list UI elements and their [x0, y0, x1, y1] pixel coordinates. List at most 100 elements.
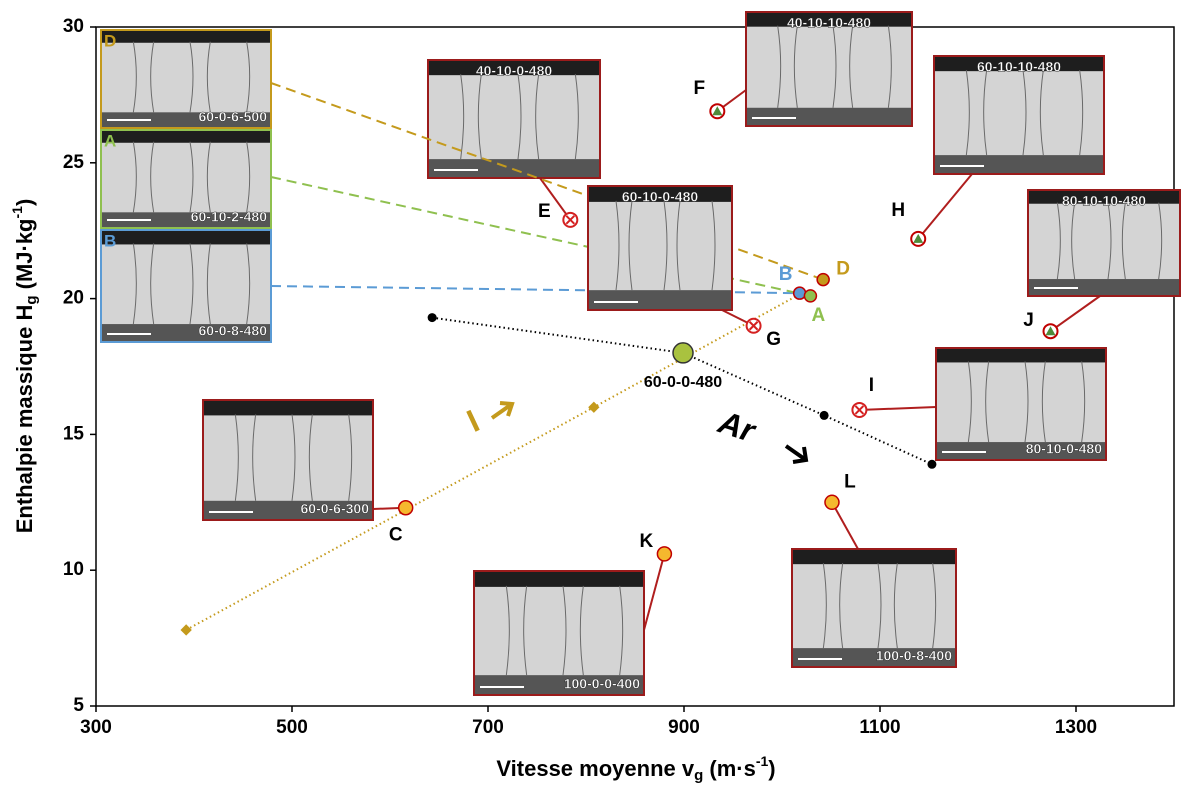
inset-label: 100-0-0-400: [564, 676, 640, 692]
point-symbol: [1045, 326, 1056, 336]
trend-point: [927, 459, 937, 469]
micrograph-top: [102, 131, 270, 143]
micrograph-crack: [150, 243, 155, 325]
y-axis-title: Enthalpie massique Hg (MJ·kg-1): [9, 199, 40, 534]
increase-arrow: [490, 401, 515, 420]
micrograph-crack: [1158, 202, 1163, 280]
point-label: D: [836, 259, 850, 280]
point: [397, 499, 414, 516]
point: [803, 289, 818, 303]
point-label: I: [869, 375, 874, 396]
point-label: J: [1023, 310, 1034, 331]
point-label: F: [694, 78, 706, 99]
inset-label: 80-10-0-480: [1026, 441, 1102, 457]
micrograph-crack: [132, 243, 137, 325]
micrograph-substrate: [935, 155, 1103, 173]
point-label: A: [812, 305, 826, 326]
micrograph-substrate: [589, 290, 731, 309]
micrograph-crack: [1071, 202, 1076, 280]
micrograph-crack: [517, 74, 522, 160]
micrograph-crack: [252, 414, 257, 501]
inset-label: 60-10-0-480: [622, 189, 698, 205]
micrograph-crack: [1107, 202, 1112, 280]
y-tick-label: 25: [63, 152, 85, 173]
leader-line: [1049, 295, 1101, 333]
micrograph-crack: [477, 74, 482, 160]
micrograph-crack: [777, 25, 782, 108]
point-symbol: [854, 405, 865, 415]
point: [672, 342, 694, 364]
micrograph-crack: [793, 25, 798, 108]
micrograph: [745, 11, 913, 127]
x-tick-label: 1100: [859, 717, 900, 738]
micrograph-crack: [1079, 70, 1084, 156]
micrograph-crack: [348, 414, 353, 501]
micrograph-top: [1029, 191, 1179, 204]
y-title-sub: g: [23, 295, 40, 304]
series-annotation: Ar: [713, 403, 760, 449]
micrograph-top: [935, 57, 1103, 72]
micrograph-substrate: [429, 159, 599, 177]
micrograph-top: [589, 187, 731, 202]
inset-label: 60-10-10-480: [977, 59, 1061, 75]
micrograph-crack: [246, 243, 251, 325]
micrograph-crack: [206, 41, 211, 113]
micrograph-substrate: [102, 324, 270, 341]
micrograph-crack: [132, 41, 137, 113]
y-tick-label: 30: [63, 16, 84, 37]
point-label: K: [640, 531, 654, 552]
micrograph-substrate: [937, 442, 1105, 459]
point-label: E: [538, 201, 551, 222]
y-title-part: Enthalpie massique H: [12, 305, 37, 534]
micrograph-crack: [1024, 361, 1029, 443]
point-symbol: [913, 233, 924, 243]
point-label: C: [389, 525, 403, 546]
micrograph-crack: [832, 25, 837, 108]
trend-point: [819, 410, 829, 420]
inset-label: 60-0-6-500: [199, 109, 268, 125]
micrograph-crack: [628, 200, 633, 291]
micrograph-top: [204, 401, 372, 416]
point: [816, 272, 830, 287]
micrograph-crack: [234, 414, 239, 501]
micrograph-crack: [150, 141, 155, 213]
point: [656, 546, 673, 562]
micrograph-crack: [460, 74, 465, 160]
micrograph-crack: [615, 200, 620, 291]
micrograph: [933, 55, 1105, 175]
micrograph-crack: [1056, 202, 1061, 280]
y-tick-label: 5: [73, 695, 84, 716]
micrograph: [427, 59, 601, 179]
decrease-arrow: [784, 444, 809, 464]
micrograph-crack: [1039, 70, 1044, 156]
micrograph-crack: [877, 563, 882, 649]
micrograph-crack: [505, 585, 510, 676]
leader-line: [539, 177, 572, 221]
micrograph: [100, 29, 272, 129]
point-symbol: [565, 215, 576, 225]
micrograph-crack: [983, 70, 988, 156]
y-tick-label: 15: [63, 423, 85, 444]
micrograph-crack: [1121, 202, 1126, 280]
micrograph-crack: [893, 563, 898, 649]
micrograph-crack: [206, 141, 211, 213]
inset-label: 60-10-2-480: [191, 209, 267, 225]
micrograph-crack: [663, 200, 668, 291]
leader-line: [643, 553, 666, 631]
point-symbol: [712, 106, 723, 116]
micrograph-substrate: [793, 648, 955, 666]
inset-label: 60-0-8-480: [199, 323, 268, 339]
x-title-part: Vitesse moyenne v: [496, 756, 694, 781]
micrograph-crack: [711, 200, 716, 291]
inset-letter: D: [104, 31, 116, 50]
micrograph-crack: [523, 585, 528, 676]
micrograph-crack: [562, 585, 567, 676]
x-tick-label: 1300: [1055, 717, 1097, 738]
micrograph-top: [937, 349, 1105, 363]
x-tick-label: 700: [472, 717, 504, 738]
x-title-part: ): [768, 756, 775, 781]
micrograph-crack: [932, 563, 937, 649]
y-title-part: (MJ·kg: [12, 218, 37, 295]
